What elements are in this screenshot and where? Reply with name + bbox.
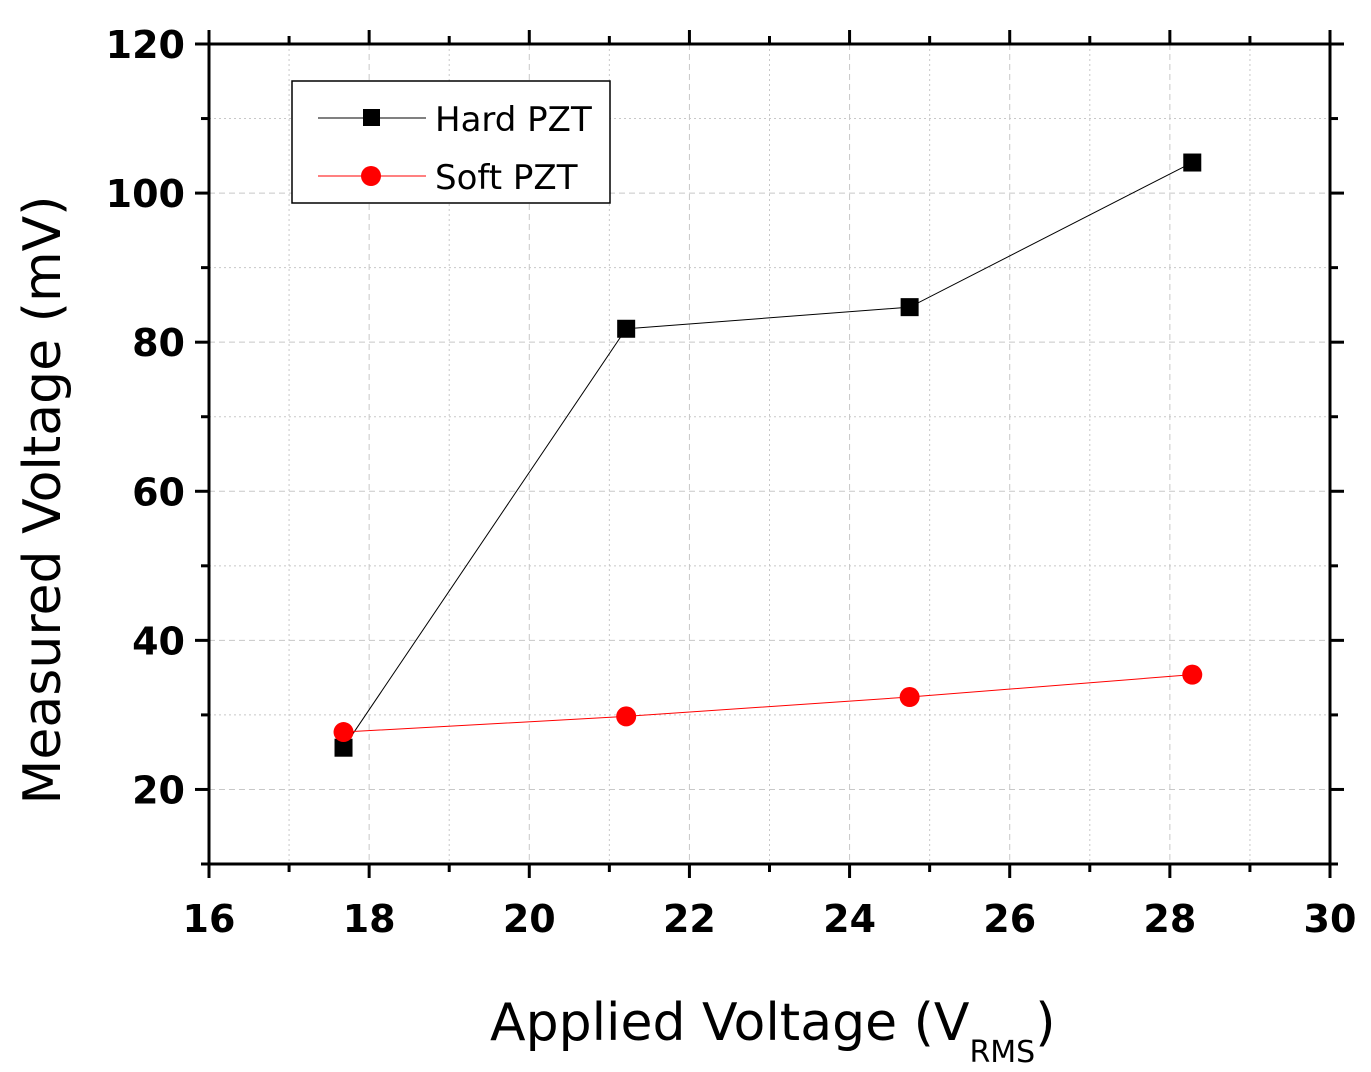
series-line [343, 162, 1193, 748]
y-tick-label: 100 [106, 172, 185, 216]
data-point [1183, 153, 1202, 172]
data-point [334, 738, 353, 757]
legend-label-hard-pzt: Hard PZT [435, 100, 592, 140]
legend-marker-hard-pzt [363, 109, 380, 126]
y-tick-label: 120 [106, 23, 185, 67]
data-point [616, 706, 637, 727]
data-point [900, 298, 919, 317]
x-axis-title-subscript: RMS [969, 1035, 1035, 1070]
axis-ticks: 16 18 20 22 24 26 28 30 20 40 60 80 100 120 [106, 23, 1357, 941]
y-axis-title: Measured Voltage (mV) [13, 196, 73, 805]
data-point [333, 722, 354, 743]
y-tick-label: 40 [132, 619, 185, 663]
grid [209, 44, 1330, 864]
series-soft-pzt [333, 664, 1203, 743]
legend-marker-soft-pzt [361, 166, 381, 186]
series-hard-pzt [334, 153, 1202, 757]
x-tick-label: 28 [1143, 897, 1196, 941]
x-axis-title-suffix: ) [1035, 993, 1055, 1053]
x-tick-label: 24 [823, 897, 876, 941]
x-tick-label: 16 [183, 897, 236, 941]
y-tick-label: 60 [132, 470, 185, 514]
x-tick-label: 22 [663, 897, 716, 941]
x-tick-label: 26 [983, 897, 1036, 941]
y-tick-label: 20 [132, 768, 185, 812]
x-tick-label: 18 [343, 897, 396, 941]
series [333, 153, 1203, 757]
legend: Hard PZT Soft PZT [291, 80, 611, 204]
data-point [1182, 664, 1203, 685]
data-point [617, 319, 636, 338]
legend-label-soft-pzt: Soft PZT [435, 158, 578, 198]
x-tick-label: 20 [503, 897, 556, 941]
data-point [899, 687, 920, 708]
x-tick-label: 30 [1304, 897, 1357, 941]
x-axis-title-main: Applied Voltage (V [490, 993, 970, 1053]
y-tick-label: 80 [132, 321, 185, 365]
series-line [343, 674, 1193, 733]
x-axis-title: Applied Voltage (VRMS) [490, 993, 1056, 1070]
legend-box [291, 80, 611, 204]
